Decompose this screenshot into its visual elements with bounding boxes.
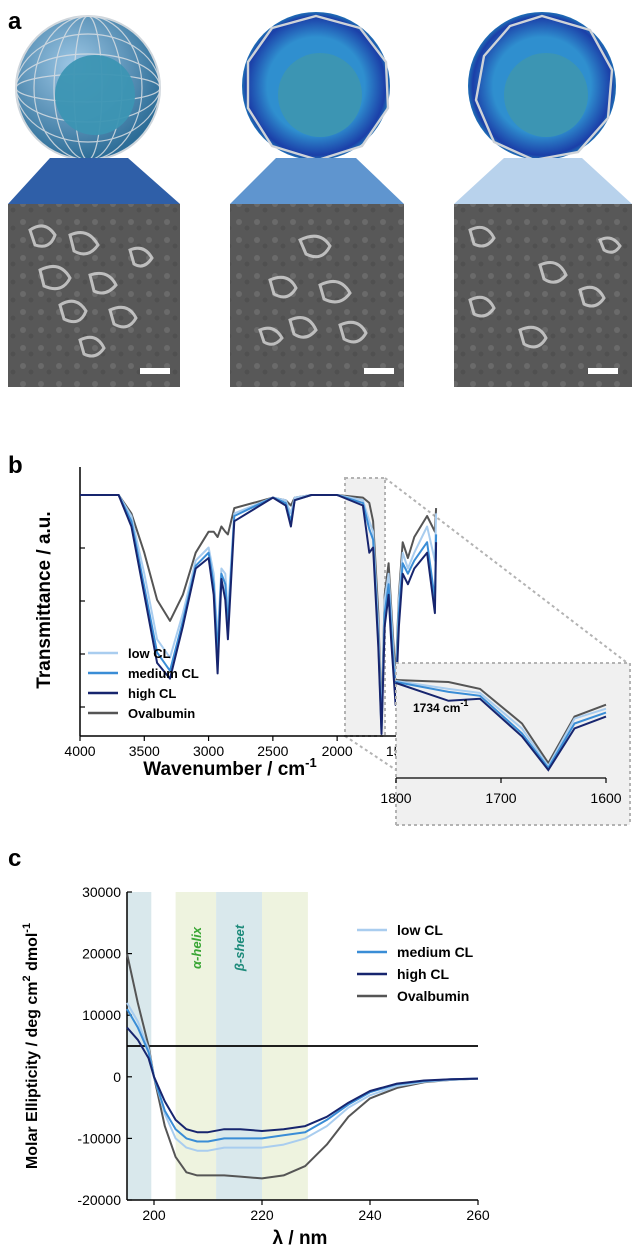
- ftir-inset-tick-label: 1600: [590, 790, 621, 806]
- cd-y-tick-label: -20000: [77, 1192, 121, 1208]
- cd-legend-label: high CL: [397, 966, 450, 982]
- panel-label-b: b: [8, 452, 23, 479]
- ftir-x-tick-label: 3000: [193, 743, 224, 759]
- ftir-inset-series: [395, 679, 607, 772]
- zoom-connector-bottom: [344, 735, 397, 771]
- cd-y-tick-label: 20000: [82, 946, 121, 962]
- ftir-legend-label: medium CL: [128, 666, 199, 681]
- ftir-y-label: Transmittance / a.u.: [34, 511, 55, 688]
- cd-y-ticks: -20000 -10000 0 10000 20000 30000: [77, 884, 132, 1208]
- cd-x-label: λ / nm: [273, 1228, 328, 1249]
- cd-series: [126, 953, 479, 1180]
- ftir-legend: low CL medium CL high CL Ovalbumin: [88, 646, 199, 721]
- cd-band-label-helix: α-helix: [189, 926, 204, 969]
- zoom-connector-top: [384, 477, 631, 666]
- cd-x-tick-label: 200: [142, 1207, 166, 1223]
- ftir-series: [80, 494, 438, 735]
- ftir-inset-tick-label: 1700: [485, 790, 516, 806]
- ftir-legend-label: high CL: [128, 686, 176, 701]
- cd-legend-label: medium CL: [397, 944, 474, 960]
- ftir-legend-label: Ovalbumin: [128, 706, 195, 721]
- cd-x-tick-label: 240: [358, 1207, 382, 1223]
- cd-band-label-sheet: β-sheet: [232, 924, 247, 972]
- ftir-inset-annotation: 1734 cm-1: [413, 698, 468, 715]
- ftir-x-tick-label: 2000: [322, 743, 353, 759]
- ftir-x-tick-label: 2500: [257, 743, 288, 759]
- ftir-legend-label: low CL: [128, 646, 171, 661]
- cd-x-tick-label: 220: [250, 1207, 274, 1223]
- ftir-x-label: Wavenumber / cm-1: [143, 755, 316, 780]
- cd-series-high-cl: [126, 1026, 479, 1134]
- sem-image-medium-cl: [230, 204, 404, 387]
- ftir-series-low-cl: [80, 494, 438, 727]
- cd-y-tick-label: -10000: [77, 1130, 121, 1146]
- cd-series-ovalbumin: [126, 953, 479, 1180]
- sphere-high-cl: [468, 12, 616, 162]
- ftir-chart: 400035003000250020001500 Transmittance /…: [34, 467, 631, 826]
- cd-legend-label: low CL: [397, 922, 443, 938]
- ftir-x-ticks: 400035003000250020001500: [64, 736, 417, 759]
- ftir-inset-series-ovalbumin: [395, 679, 607, 766]
- trapezoid-medium-cl: [230, 158, 404, 204]
- ftir-series-high-cl: [80, 494, 438, 735]
- sphere-low-cl: [15, 15, 161, 161]
- ftir-inset-series-high-cl: [395, 682, 607, 772]
- ftir-x-tick-label: 4000: [64, 743, 95, 759]
- cd-x-tick-label: 260: [466, 1207, 490, 1223]
- ftir-inset-ticks: 1800 1700 1600: [380, 778, 622, 806]
- cd-x-ticks: 200 220 240 260: [142, 1200, 490, 1223]
- ftir-inset-tick-label: 1800: [380, 790, 411, 806]
- cd-y-tick-label: 30000: [82, 884, 121, 900]
- cd-y-tick-label: 10000: [82, 1007, 121, 1023]
- panel-label-c: c: [8, 845, 22, 872]
- cd-y-label: Molar Ellipticity / deg cm2 dmol-1: [21, 923, 41, 1169]
- trapezoid-high-cl: [454, 158, 632, 204]
- sphere-medium-cl: [242, 12, 390, 162]
- cd-y-tick-label: 0: [113, 1069, 121, 1085]
- trapezoid-low-cl: [8, 158, 180, 204]
- ftir-inset-dashed-border: [395, 662, 631, 825]
- cd-legend: low CL medium CL high CL Ovalbumin: [357, 922, 474, 1004]
- ftir-inset-series-low-cl: [395, 680, 607, 768]
- panel-label-a: a: [8, 8, 22, 35]
- ftir-x-tick-label: 3500: [129, 743, 160, 759]
- cd-legend-label: Ovalbumin: [397, 988, 469, 1004]
- sem-image-high-cl: [454, 204, 632, 387]
- sem-image-low-cl: [8, 204, 180, 387]
- cd-chart: α-helix β-sheet -20000 -10000 0 10000 20000 30…: [21, 884, 490, 1249]
- ftir-inset-series-medium-cl: [395, 681, 607, 770]
